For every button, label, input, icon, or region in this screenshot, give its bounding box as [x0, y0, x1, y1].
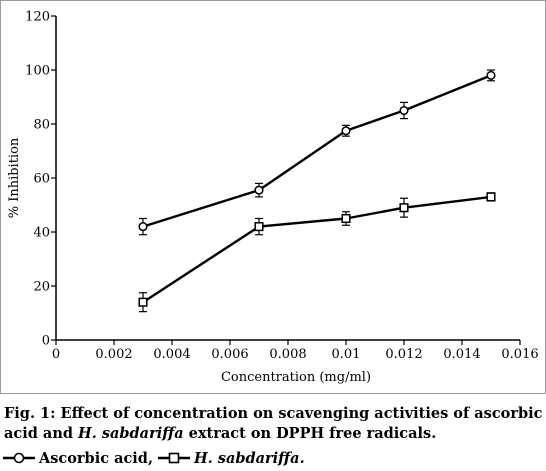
series-h-sabdariffa [138, 192, 496, 313]
x-tick-label: 0.006 [211, 347, 248, 362]
x-tick-label: 0.002 [95, 347, 132, 362]
y-tick-label: 120 [25, 10, 50, 25]
y-tick-label: 80 [33, 118, 50, 133]
legend-line-circle-icon [3, 452, 35, 464]
data-point-square [486, 192, 496, 202]
data-point-square [138, 297, 148, 307]
x-tick-label: 0.01 [332, 347, 361, 362]
figure-caption: Fig. 1: Effect of concentration on scave… [4, 404, 544, 444]
legend-label-h-sabdariffa: H. sabdariffa. [194, 449, 305, 467]
data-point-circle [138, 222, 148, 232]
y-axis-title: % Inhibition [7, 137, 22, 218]
caption-suffix: extract on DPPH free radicals. [183, 425, 437, 442]
legend-label-ascorbic-acid: Ascorbic acid, [39, 449, 153, 467]
data-point-square [341, 213, 351, 224]
x-tick-label: 0.008 [269, 347, 306, 362]
series-line-h-sabdariffa [142, 195, 492, 304]
data-point-square [399, 203, 409, 213]
legend-line-square-icon [158, 452, 190, 464]
caption-prefix: Fig. 1: Effect of concentration on scave… [4, 405, 543, 442]
y-tick-label: 40 [33, 226, 50, 241]
x-axis-title: Concentration (mg/ml) [221, 370, 371, 385]
x-tick-label: 0.004 [153, 347, 190, 362]
y-tick-label: 0 [42, 334, 50, 349]
y-tick-label: 100 [25, 64, 50, 79]
chart-frame: 0 20 40 60 80 100 120 0 0.002 0.004 0.006 0.008 0.01… [0, 0, 546, 394]
x-tick-label: 0.016 [501, 347, 538, 362]
line-chart: 0 20 40 60 80 100 120 0 0.002 0.004 0.006 0.008 0.01… [7, 10, 539, 386]
data-point-circle [254, 185, 264, 195]
caption-species: H. sabdariffa [78, 425, 184, 442]
legend: Ascorbic acid, H. sabdariffa. [2, 447, 309, 469]
x-tick-label: 0.014 [443, 347, 480, 362]
series-layer [138, 69, 496, 313]
series-ascorbic-acid [138, 69, 496, 236]
x-tick-label: 0 [52, 347, 60, 362]
y-tick-label: 60 [33, 172, 50, 187]
x-tick-label: 0.012 [385, 347, 422, 362]
data-point-square [254, 222, 264, 232]
y-tick-label: 20 [33, 280, 50, 295]
data-point-circle [486, 70, 496, 80]
axes: 0 20 40 60 80 100 120 0 0.002 0.004 0.006 0.008 0.01… [25, 10, 538, 363]
data-point-circle [399, 105, 409, 116]
data-point-circle [341, 126, 351, 136]
